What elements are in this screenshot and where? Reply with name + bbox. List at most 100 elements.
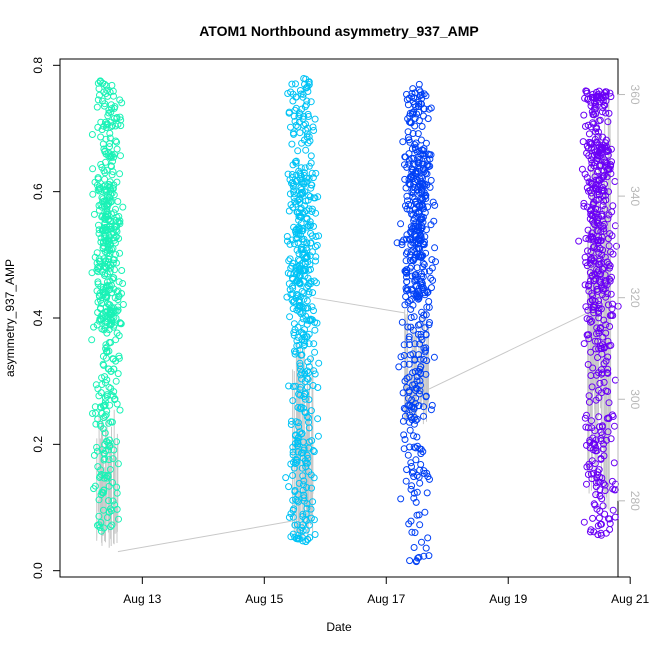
data-point: [103, 120, 111, 128]
data-point: [407, 517, 415, 525]
data-point: [290, 320, 298, 328]
data-point: [105, 439, 113, 447]
data-point: [418, 336, 426, 344]
data-point: [110, 191, 118, 199]
data-point: [427, 221, 435, 229]
data-point: [596, 423, 603, 431]
data-point: [605, 342, 613, 350]
data-point: [112, 137, 120, 145]
data-point: [106, 401, 114, 409]
data-point: [292, 80, 299, 88]
data-point: [96, 77, 104, 85]
data-point: [304, 88, 312, 95]
data-point: [292, 157, 300, 165]
data-point: [303, 174, 311, 182]
data-point: [431, 244, 439, 252]
data-point: [582, 423, 590, 431]
data-point: [606, 323, 614, 330]
data-point: [292, 382, 300, 390]
data-point: [415, 159, 423, 167]
data-point: [408, 90, 416, 97]
data-point: [312, 209, 320, 217]
data-point: [599, 445, 607, 453]
data-point: [101, 324, 109, 332]
data-point: [604, 388, 612, 395]
data-point: [114, 296, 122, 304]
data-point: [100, 450, 108, 458]
data-point: [597, 455, 605, 463]
data-point: [299, 438, 307, 446]
data-point: [611, 178, 619, 185]
data-point: [609, 300, 616, 308]
data-point: [605, 242, 613, 250]
data-point: [604, 151, 612, 159]
data-point: [601, 264, 609, 272]
data-point: [580, 111, 588, 119]
y-tick-label: 0.2: [31, 436, 45, 453]
data-point: [94, 309, 102, 316]
data-point: [412, 233, 420, 241]
data-point: [416, 235, 424, 243]
data-point: [115, 292, 123, 300]
data-point: [91, 482, 99, 490]
data-point: [590, 500, 598, 508]
data-point: [593, 206, 601, 213]
data-point: [420, 356, 428, 363]
data-point: [109, 87, 117, 95]
data-point: [298, 464, 306, 472]
data-point: [290, 329, 298, 337]
data-point: [310, 194, 318, 202]
data-point: [400, 431, 408, 439]
data-point: [425, 298, 433, 305]
data-point: [607, 435, 615, 443]
data-point: [595, 309, 603, 317]
data-point: [296, 87, 304, 94]
data-point: [110, 323, 118, 331]
data-point: [597, 435, 605, 442]
data-point: [403, 163, 411, 171]
data-point: [110, 446, 118, 454]
data-point: [116, 319, 124, 327]
data-point: [596, 478, 604, 486]
data-point: [406, 557, 414, 565]
data-point: [294, 442, 302, 449]
data-point: [95, 221, 102, 229]
data-point: [406, 118, 413, 126]
data-point: [403, 466, 411, 474]
data-point: [96, 91, 103, 99]
data-point: [301, 378, 309, 385]
data-point: [592, 491, 600, 499]
data-point: [415, 117, 423, 125]
data-point: [107, 391, 115, 399]
data-point: [289, 305, 297, 313]
data-point: [596, 507, 604, 515]
data-point: [296, 391, 304, 399]
data-point: [398, 318, 406, 326]
data-point: [303, 207, 311, 215]
data-point: [422, 392, 430, 400]
data-point: [301, 333, 309, 341]
data-point: [300, 112, 308, 120]
data-point: [118, 99, 126, 107]
data-point: [583, 331, 591, 339]
data-point: [406, 426, 414, 434]
data-point: [294, 239, 302, 247]
data-point: [101, 412, 109, 420]
data-point: [101, 175, 109, 183]
series-aug-15-cluster: [282, 75, 323, 546]
data-point: [582, 235, 590, 242]
data-point: [605, 109, 613, 117]
data-point: [304, 222, 312, 230]
data-point: [398, 241, 406, 249]
data-point: [306, 252, 314, 260]
data-point: [101, 401, 109, 409]
data-point: [290, 190, 298, 198]
data-point: [105, 419, 113, 427]
data-point: [595, 117, 603, 125]
x-tick-label: Aug 17: [367, 592, 405, 606]
data-point: [402, 412, 409, 420]
data-point: [111, 266, 118, 274]
data-point: [407, 119, 414, 127]
data-point: [305, 162, 313, 170]
data-point: [306, 534, 314, 542]
